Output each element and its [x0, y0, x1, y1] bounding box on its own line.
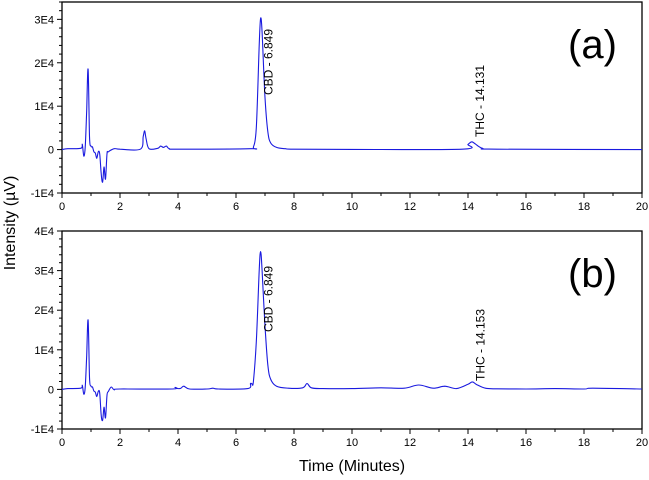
panel-a: -1E4 0 1E4 2E4 3E4 0 2 4 6 8 10 12 14 16 18 20 CBD - 6…	[31, 1, 648, 213]
x-tick-label: 12	[404, 201, 416, 213]
panel-a-frame	[61, 1, 643, 194]
panel-a-tag: (a)	[568, 23, 617, 67]
y-tick-label: 1E4	[34, 101, 54, 113]
panel-a-y-axis: -1E4 0 1E4 2E4 3E4	[31, 1, 62, 200]
x-tick-label: 16	[520, 437, 532, 449]
panel-b-frame	[61, 230, 643, 430]
panel-b-x-axis: 0 2 4 6 8 10 12 14 16 18 20	[59, 429, 648, 449]
x-tick-label: 2	[117, 201, 123, 213]
y-tick-label: -1E4	[31, 424, 54, 436]
x-tick-label: 20	[636, 201, 648, 213]
x-tick-label: 6	[233, 437, 239, 449]
x-tick-label: 12	[404, 437, 416, 449]
panel-a-chromatogram-line	[61, 17, 643, 183]
y-tick-label: 2E4	[34, 305, 54, 317]
x-tick-label: 14	[462, 201, 474, 213]
x-tick-label: 14	[462, 437, 474, 449]
x-tick-label: 8	[291, 437, 297, 449]
x-tick-label: 4	[175, 201, 181, 213]
panel-b: -1E4 0 1E4 2E4 3E4 4E4 0 2 4 6 8 10 12 14 16 18 20 CBD …	[31, 226, 648, 449]
panel-a-thc-annotation: THC - 14.131	[473, 65, 487, 137]
y-axis-title: Intensity (µV)	[2, 176, 19, 271]
y-tick-label: 1E4	[34, 345, 54, 357]
x-tick-label: 16	[520, 201, 532, 213]
y-tick-label: 2E4	[34, 58, 54, 70]
panel-a-cbd-annotation: CBD - 6.849	[262, 29, 276, 95]
y-tick-label: 3E4	[34, 266, 54, 278]
x-tick-label: 6	[233, 201, 239, 213]
x-axis-title: Time (Minutes)	[299, 458, 405, 475]
y-tick-label: -1E4	[31, 188, 54, 200]
y-tick-label: 0	[48, 384, 54, 396]
panel-b-tag: (b)	[568, 252, 617, 296]
x-tick-label: 18	[578, 201, 590, 213]
panel-a-x-axis: 0 2 4 6 8 10 12 14 16 18 20	[59, 193, 648, 213]
x-tick-label: 20	[636, 437, 648, 449]
x-tick-label: 4	[175, 437, 181, 449]
y-tick-label: 4E4	[34, 226, 54, 238]
panel-b-thc-annotation: THC - 14.153	[473, 309, 487, 381]
x-tick-label: 0	[59, 437, 65, 449]
x-tick-label: 10	[346, 201, 358, 213]
x-tick-label: 18	[578, 437, 590, 449]
y-tick-label: 3E4	[34, 14, 54, 26]
panel-b-cbd-annotation: CBD - 6.849	[262, 266, 276, 332]
panel-b-y-axis: -1E4 0 1E4 2E4 3E4 4E4	[31, 226, 62, 436]
x-tick-label: 0	[59, 201, 65, 213]
x-tick-label: 10	[346, 437, 358, 449]
x-tick-label: 2	[117, 437, 123, 449]
panel-b-chromatogram-line	[61, 251, 643, 422]
x-tick-label: 8	[291, 201, 297, 213]
y-tick-label: 0	[48, 145, 54, 157]
